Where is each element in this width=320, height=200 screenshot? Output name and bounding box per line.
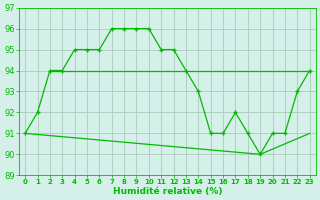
X-axis label: Humidité relative (%): Humidité relative (%) bbox=[113, 187, 222, 196]
